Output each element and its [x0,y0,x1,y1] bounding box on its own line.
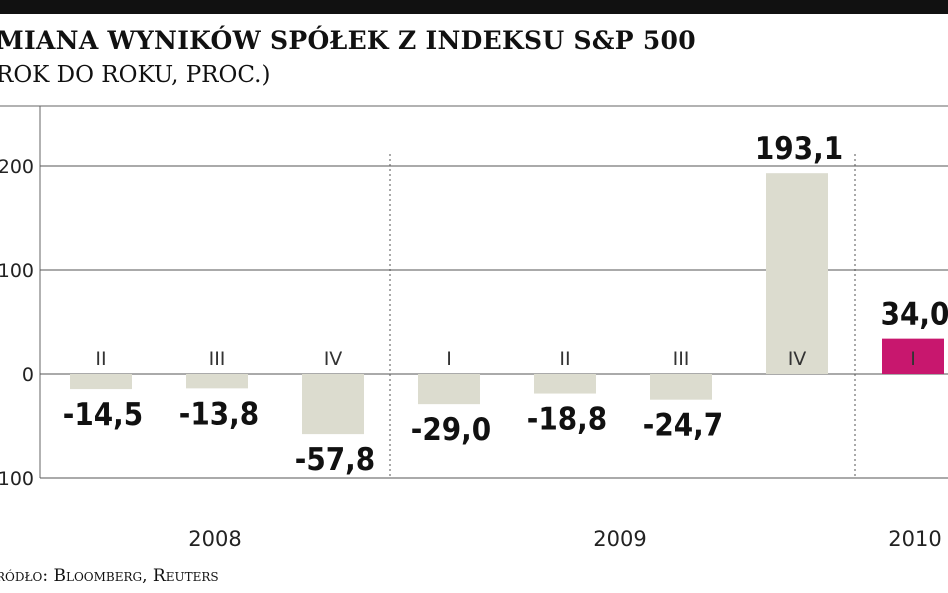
data-label: 193,1 [755,131,843,167]
data-label: -13,8 [179,396,259,432]
quarter-label: II [559,348,570,370]
bars [70,173,944,435]
gridlines: 200 100 0 100 [0,105,948,490]
bar [418,374,480,405]
quarter-label: IV [324,348,343,370]
bar [186,374,248,389]
y-tick-label: 0 [22,364,34,386]
quarter-label: IV [788,348,807,370]
quarter-label: III [209,348,226,370]
y-tick-label: 100 [0,468,34,490]
data-label: -18,8 [527,402,607,438]
source-note: ródło: Bloomberg, Reuters [0,566,219,586]
bar [534,374,596,394]
quarter-label: I [446,348,452,370]
y-tick-label: 200 [0,156,34,178]
labels: II -14,5 III -13,8 IV -57,8 I -29,0 II -18,8 III -2… [63,131,948,551]
quarter-label: I [910,348,916,370]
bar [766,173,828,374]
chart-title: MIANA WYNIKÓW SPÓŁEK Z INDEKSU S&P 500 [0,26,696,55]
year-label: 2010 [888,527,941,551]
year-label: 2009 [593,527,646,551]
quarter-label: II [95,348,106,370]
y-tick-label: 100 [0,260,34,282]
top-black-bar [0,0,948,14]
bar [650,374,712,400]
bar [70,374,132,390]
quarter-label: III [673,348,690,370]
year-label: 2008 [188,527,241,551]
chart-subtitle: ROK DO ROKU, PROC.) [0,62,271,88]
data-label: -14,5 [63,397,143,433]
data-label: -57,8 [295,442,375,478]
bar [302,374,364,435]
data-label: 34,0 [881,297,948,333]
data-label: -24,7 [643,408,723,444]
bar [882,338,944,374]
data-label: -29,0 [411,412,491,448]
